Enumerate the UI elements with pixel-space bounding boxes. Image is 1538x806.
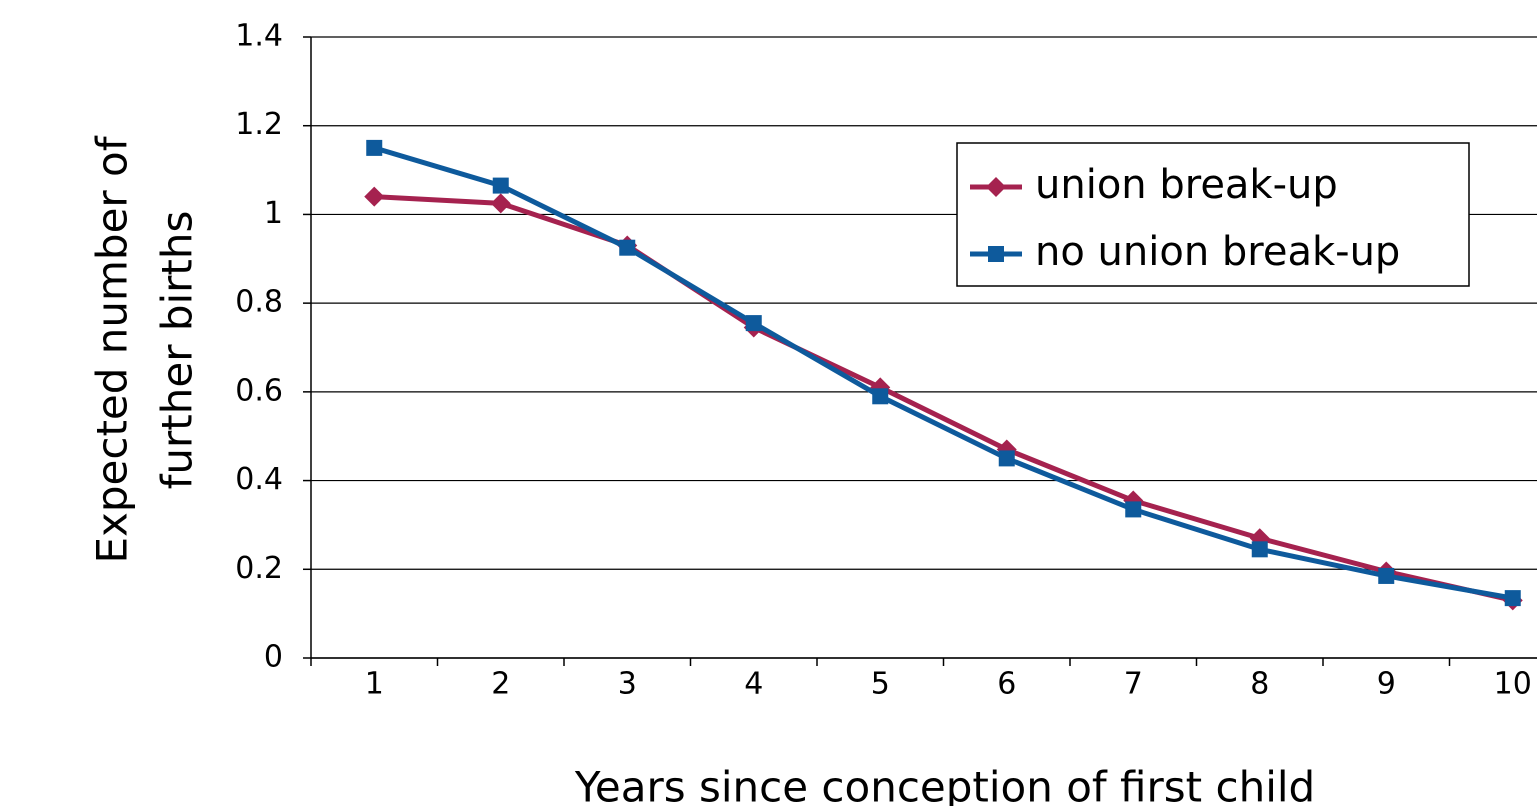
data-point [998, 450, 1015, 467]
data-point [745, 315, 762, 332]
x-tick-label: 8 [1250, 667, 1269, 702]
y-axis-title: further births [153, 211, 202, 490]
data-point [364, 186, 385, 207]
x-tick-label: 10 [1494, 667, 1532, 702]
x-tick-label: 4 [744, 667, 763, 702]
y-tick-label: 0.4 [235, 462, 283, 497]
series-line [373, 145, 1514, 601]
y-tick-label: 0.8 [235, 285, 283, 320]
x-tick-label: 6 [997, 667, 1016, 702]
data-point [1125, 501, 1142, 518]
data-point [1251, 541, 1268, 558]
legend-box [956, 142, 1470, 287]
y-axis-title: Expected number of [88, 135, 137, 563]
legend-label: union break-up [1035, 162, 1338, 208]
x-tick-label: 7 [1124, 667, 1143, 702]
y-tick-label: 1.4 [235, 19, 283, 54]
series-line [374, 194, 1514, 603]
data-point [490, 193, 511, 214]
legend-marker [988, 246, 1004, 262]
data-point [366, 139, 383, 156]
x-tick-label: 5 [871, 667, 890, 702]
data-point [619, 239, 636, 256]
y-tick-label: 0.2 [235, 551, 283, 586]
data-point [1504, 590, 1521, 607]
legend-marker [986, 177, 1006, 197]
data-point [1378, 567, 1395, 584]
data-point [492, 177, 509, 194]
y-tick-label: 0.6 [235, 373, 283, 408]
x-tick-label: 2 [491, 667, 510, 702]
x-tick-label: 1 [365, 667, 384, 702]
y-tick-label: 0 [264, 640, 283, 675]
y-tick-label: 1 [264, 196, 283, 231]
legend-label: no union break-up [1035, 229, 1400, 275]
x-tick-label: 3 [618, 667, 637, 702]
x-axis-title: Years since conception of first child [574, 763, 1315, 806]
y-tick-label: 1.2 [235, 107, 283, 142]
data-point [872, 388, 889, 405]
x-tick-label: 9 [1377, 667, 1396, 702]
